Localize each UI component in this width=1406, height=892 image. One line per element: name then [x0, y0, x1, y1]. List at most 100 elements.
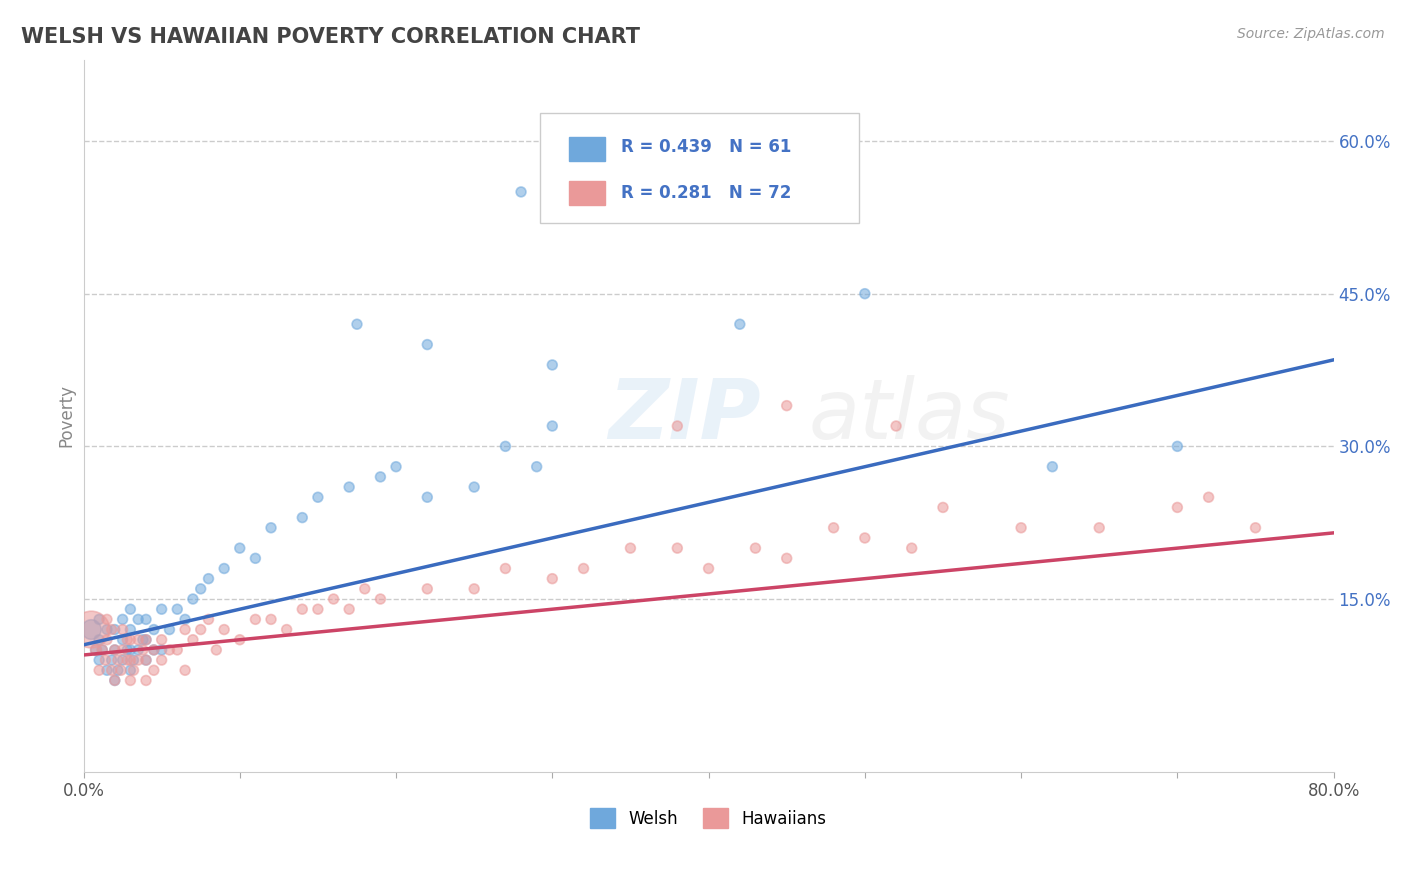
- Point: [353, 582, 375, 596]
- FancyBboxPatch shape: [568, 136, 605, 161]
- Point: [159, 643, 181, 657]
- Point: [174, 612, 197, 626]
- Text: R = 0.281   N = 72: R = 0.281 N = 72: [621, 184, 792, 202]
- Point: [117, 632, 139, 647]
- Point: [307, 602, 329, 616]
- Point: [666, 541, 689, 556]
- Point: [190, 582, 212, 596]
- Point: [91, 643, 114, 657]
- Point: [510, 185, 533, 199]
- Point: [120, 663, 142, 677]
- Point: [150, 643, 173, 657]
- Point: [135, 632, 157, 647]
- Point: [181, 632, 204, 647]
- Point: [117, 653, 139, 667]
- Point: [1198, 490, 1220, 504]
- Point: [776, 551, 799, 566]
- Legend: Welsh, Hawaiians: Welsh, Hawaiians: [583, 801, 834, 835]
- Point: [728, 317, 751, 331]
- Point: [120, 632, 142, 647]
- Point: [276, 623, 298, 637]
- Point: [416, 582, 439, 596]
- FancyBboxPatch shape: [568, 181, 605, 205]
- Point: [150, 653, 173, 667]
- Point: [132, 632, 155, 647]
- Point: [776, 399, 799, 413]
- Point: [150, 602, 173, 616]
- Point: [190, 623, 212, 637]
- Point: [159, 623, 181, 637]
- Point: [127, 643, 149, 657]
- Point: [884, 419, 907, 434]
- Point: [150, 632, 173, 647]
- Point: [1040, 459, 1063, 474]
- Point: [463, 582, 485, 596]
- Point: [111, 612, 134, 626]
- Point: [1244, 521, 1267, 535]
- Point: [111, 643, 134, 657]
- Point: [122, 663, 145, 677]
- Point: [823, 521, 845, 535]
- Point: [245, 551, 267, 566]
- Point: [104, 673, 127, 688]
- Point: [260, 521, 283, 535]
- Point: [245, 612, 267, 626]
- Point: [117, 643, 139, 657]
- Point: [260, 612, 283, 626]
- Point: [619, 541, 641, 556]
- Point: [322, 592, 344, 607]
- Point: [89, 612, 111, 626]
- Point: [337, 480, 360, 494]
- Point: [100, 623, 122, 637]
- Point: [416, 337, 439, 351]
- Point: [111, 632, 134, 647]
- Point: [166, 643, 188, 657]
- Point: [132, 643, 155, 657]
- Point: [744, 541, 766, 556]
- Point: [89, 632, 111, 647]
- Point: [205, 643, 228, 657]
- Point: [107, 663, 129, 677]
- Point: [1166, 500, 1188, 515]
- Point: [127, 653, 149, 667]
- Text: R = 0.439   N = 61: R = 0.439 N = 61: [621, 138, 792, 156]
- Point: [166, 602, 188, 616]
- Point: [932, 500, 955, 515]
- Point: [212, 561, 235, 575]
- Point: [91, 643, 114, 657]
- Point: [229, 541, 252, 556]
- Point: [142, 663, 165, 677]
- Point: [572, 113, 595, 128]
- Point: [494, 561, 516, 575]
- Point: [541, 572, 564, 586]
- Point: [135, 673, 157, 688]
- Point: [337, 602, 360, 616]
- Point: [370, 592, 392, 607]
- Point: [463, 480, 485, 494]
- Point: [104, 623, 127, 637]
- Point: [110, 663, 132, 677]
- Point: [135, 632, 157, 647]
- Point: [100, 663, 122, 677]
- Point: [1010, 521, 1032, 535]
- Point: [307, 490, 329, 504]
- Point: [291, 510, 314, 524]
- Point: [120, 673, 142, 688]
- Point: [229, 632, 252, 647]
- Text: atlas: atlas: [808, 376, 1011, 457]
- Point: [370, 470, 392, 484]
- Point: [120, 653, 142, 667]
- Point: [174, 663, 197, 677]
- Point: [697, 561, 720, 575]
- Point: [1166, 439, 1188, 453]
- Point: [80, 623, 103, 637]
- Point: [127, 612, 149, 626]
- Point: [100, 653, 122, 667]
- Point: [853, 286, 876, 301]
- Point: [494, 439, 516, 453]
- Point: [96, 663, 118, 677]
- Point: [96, 632, 118, 647]
- Point: [385, 459, 408, 474]
- Point: [135, 653, 157, 667]
- Point: [94, 653, 117, 667]
